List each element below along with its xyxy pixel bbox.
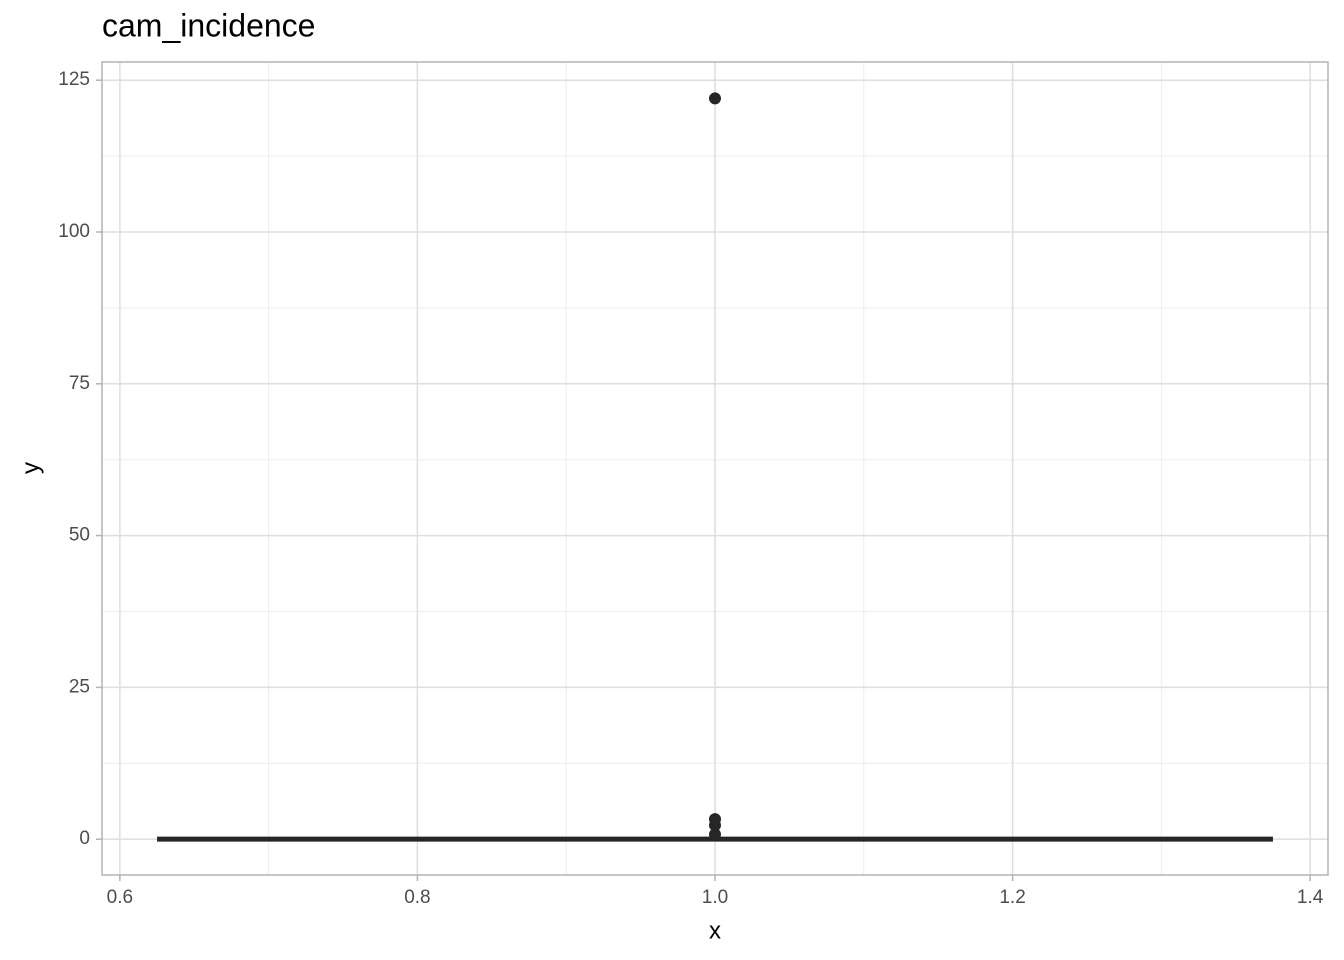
y-tick-label: 100 bbox=[58, 221, 90, 242]
y-tick-label: 125 bbox=[58, 69, 90, 90]
x-tick-label: 0.8 bbox=[404, 887, 430, 908]
x-tick-label: 1.0 bbox=[702, 887, 728, 908]
y-tick-label: 75 bbox=[69, 373, 90, 394]
panel-border bbox=[101, 61, 1329, 876]
outlier bbox=[709, 828, 721, 841]
y-tick-label: 50 bbox=[69, 525, 90, 546]
y-tick-label: 25 bbox=[69, 676, 90, 697]
x-tick-label: 1.2 bbox=[999, 887, 1025, 908]
x-tick-label: 1.4 bbox=[1297, 887, 1324, 908]
y-tick-label: 0 bbox=[79, 828, 90, 849]
chart-title: cam_incidence bbox=[102, 7, 315, 43]
outlier bbox=[709, 92, 721, 105]
y-axis-title: y bbox=[17, 462, 44, 474]
outlier bbox=[709, 813, 721, 826]
x-tick-label: 0.6 bbox=[107, 887, 133, 908]
x-axis-title: x bbox=[709, 917, 721, 944]
